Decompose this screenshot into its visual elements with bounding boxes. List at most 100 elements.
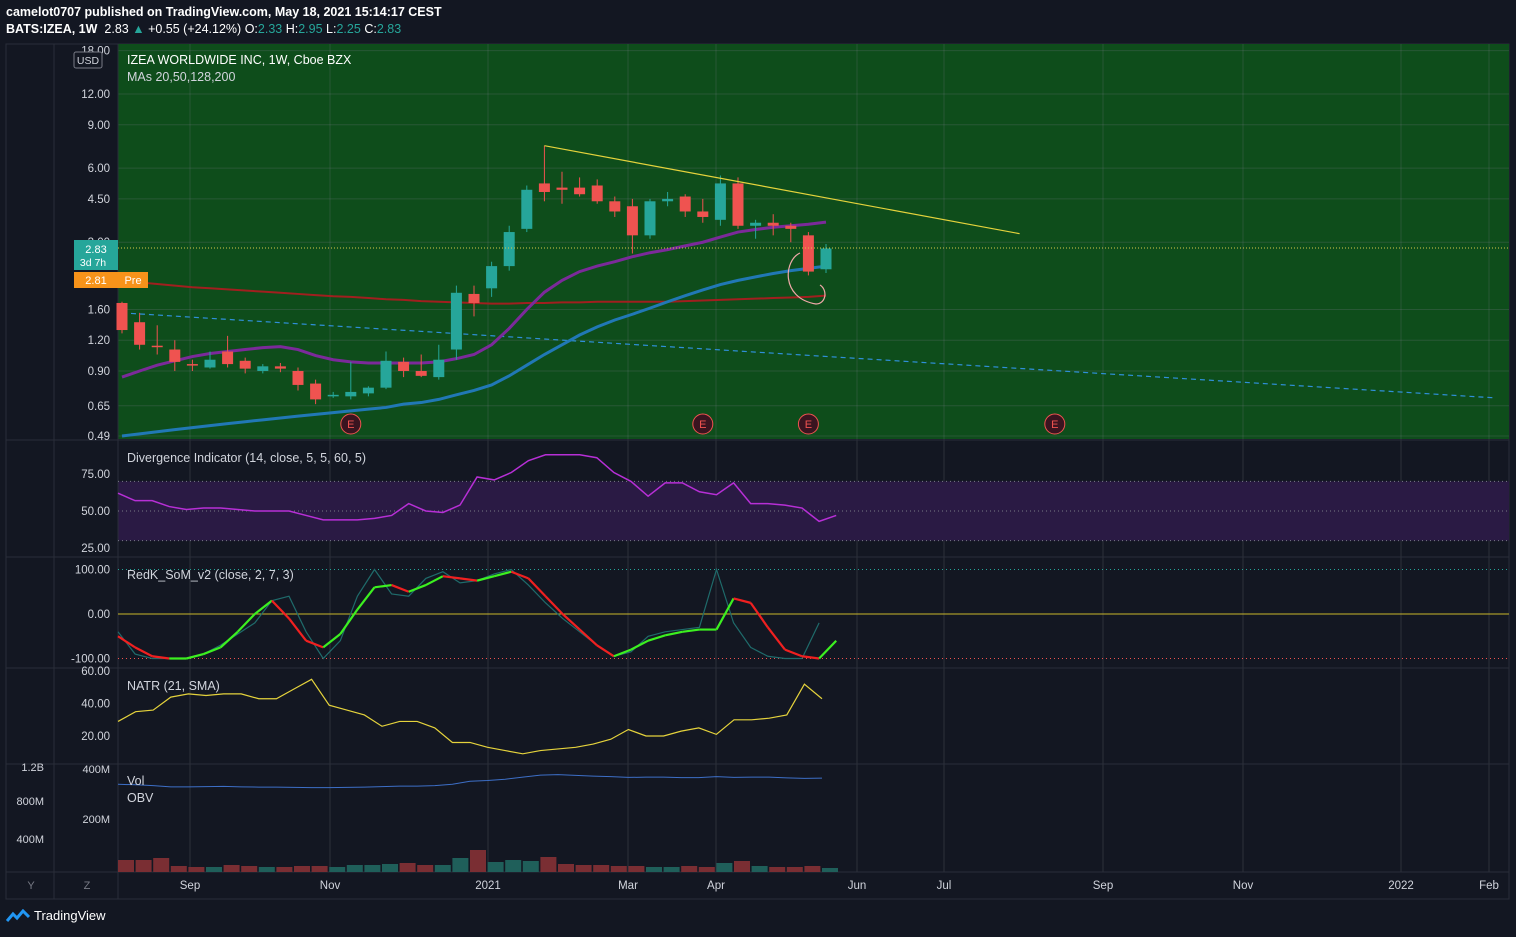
natr-y-tick: 60.00 <box>81 666 110 678</box>
vol-left-tick: 1.2B <box>21 762 44 774</box>
resistance-trendline[interactable] <box>544 145 1020 235</box>
drawn-circle-annotation[interactable] <box>787 252 826 305</box>
earnings-marker <box>797 413 819 435</box>
candle-body <box>433 359 445 378</box>
symbol-info: BATS:IZEA, 1W 2.83 ▲ +0.55 (+24.12%) O:2… <box>6 22 401 36</box>
volume-bar <box>311 866 328 872</box>
volume-bar <box>329 867 346 872</box>
som-segment <box>374 583 392 589</box>
volume-bar <box>681 866 698 872</box>
volume-bar <box>434 865 451 872</box>
volume-bar <box>698 867 715 872</box>
volume-bar <box>188 867 205 872</box>
natr-line <box>117 678 823 755</box>
som-segment <box>305 639 324 649</box>
candle-body <box>134 322 146 345</box>
vol-left-tick: 800M <box>16 796 44 808</box>
candle-body <box>151 345 163 348</box>
som-segment <box>784 648 803 658</box>
candle-body <box>644 201 656 236</box>
currency-label: USD <box>77 55 100 67</box>
ma-20-line <box>121 220 827 379</box>
close-value: 2.83 <box>376 22 402 36</box>
z-scale-button[interactable]: Z <box>84 880 91 892</box>
volume-bar <box>734 861 750 872</box>
volume-bar <box>470 850 486 872</box>
natr-title: NATR (21, SMA) <box>127 679 220 693</box>
candle-body <box>415 370 427 376</box>
som-segment <box>186 652 204 660</box>
som-segment <box>749 602 769 628</box>
divergence-pane: 75.00 50.00 25.00 <box>81 454 1509 555</box>
vol-title: Vol <box>127 774 144 788</box>
som-segment <box>408 584 427 593</box>
som-segment <box>733 597 751 604</box>
earnings-marker <box>1044 413 1066 435</box>
som-segment <box>476 575 495 582</box>
candle-body <box>169 349 181 362</box>
currency-badge-bg[interactable] <box>73 51 103 69</box>
som-segment <box>801 655 820 660</box>
volume-bar <box>346 865 363 872</box>
volume-bar <box>223 865 240 872</box>
som-segment <box>527 577 547 597</box>
candle-body <box>186 364 198 366</box>
volume-bar <box>487 862 504 872</box>
up-arrow-icon: ▲ <box>132 22 145 36</box>
volume-bar <box>399 863 416 872</box>
x-tick: 2022 <box>1388 880 1414 892</box>
candle-body <box>574 187 586 195</box>
som-y-tick: -100.00 <box>71 654 110 666</box>
volume-bar <box>540 857 557 872</box>
volume-bar <box>417 865 434 872</box>
volume-bar <box>382 864 398 872</box>
divergence-band <box>118 481 1509 541</box>
vol-right-tick: 200M <box>82 814 110 826</box>
trend-path <box>544 145 1020 235</box>
candle-body <box>609 201 621 212</box>
candle-body <box>274 366 286 369</box>
y-scale-button[interactable]: Y <box>27 880 35 892</box>
publish-info: camelot0707 published on TradingView.com… <box>6 5 442 19</box>
candle-body <box>750 222 762 226</box>
candle-body <box>785 225 797 229</box>
x-tick: Sep <box>180 880 200 892</box>
candle-body <box>732 183 744 226</box>
volume-bar <box>628 866 645 872</box>
natr-y-tick: 40.00 <box>81 699 110 711</box>
low-value: 2.25 <box>336 22 361 36</box>
candle-body <box>310 383 322 400</box>
volume-bar <box>135 860 152 872</box>
som-segment <box>288 617 307 642</box>
candle-body <box>327 394 339 397</box>
candle-body <box>486 266 498 289</box>
main-y-tick: 4.50 <box>88 194 110 206</box>
volume-bar <box>258 867 275 872</box>
vol-right-tick: 400M <box>82 764 110 776</box>
candle-body <box>556 187 568 190</box>
som-segment <box>425 575 444 587</box>
volume-bar <box>118 860 134 872</box>
high-value: 2.95 <box>298 22 323 36</box>
volume-bar <box>716 863 733 872</box>
footer-brand: TradingView <box>34 908 106 923</box>
earnings-marker <box>692 413 714 435</box>
candle-body <box>450 292 462 350</box>
volume-bar <box>522 861 539 872</box>
som-segment <box>254 599 273 615</box>
volume-bar <box>452 858 469 872</box>
som-segment <box>356 586 376 611</box>
volume-bar <box>206 867 222 872</box>
som-segment <box>271 599 290 620</box>
candle-body <box>292 370 304 385</box>
earnings-marker-label: E <box>699 419 706 431</box>
obv-line <box>117 774 823 789</box>
dashed-trend-path <box>121 312 1495 399</box>
natr-y-tick: 20.00 <box>81 731 110 743</box>
pre-price-tag: 2.81 <box>85 275 106 287</box>
grid <box>118 44 1509 872</box>
main-y-tick: 0.49 <box>88 431 110 443</box>
volume-bar <box>575 865 592 872</box>
x-axis: Sep Nov 2021 Mar Apr Jun Jul Sep Nov 2022 Feb <box>180 880 1499 892</box>
